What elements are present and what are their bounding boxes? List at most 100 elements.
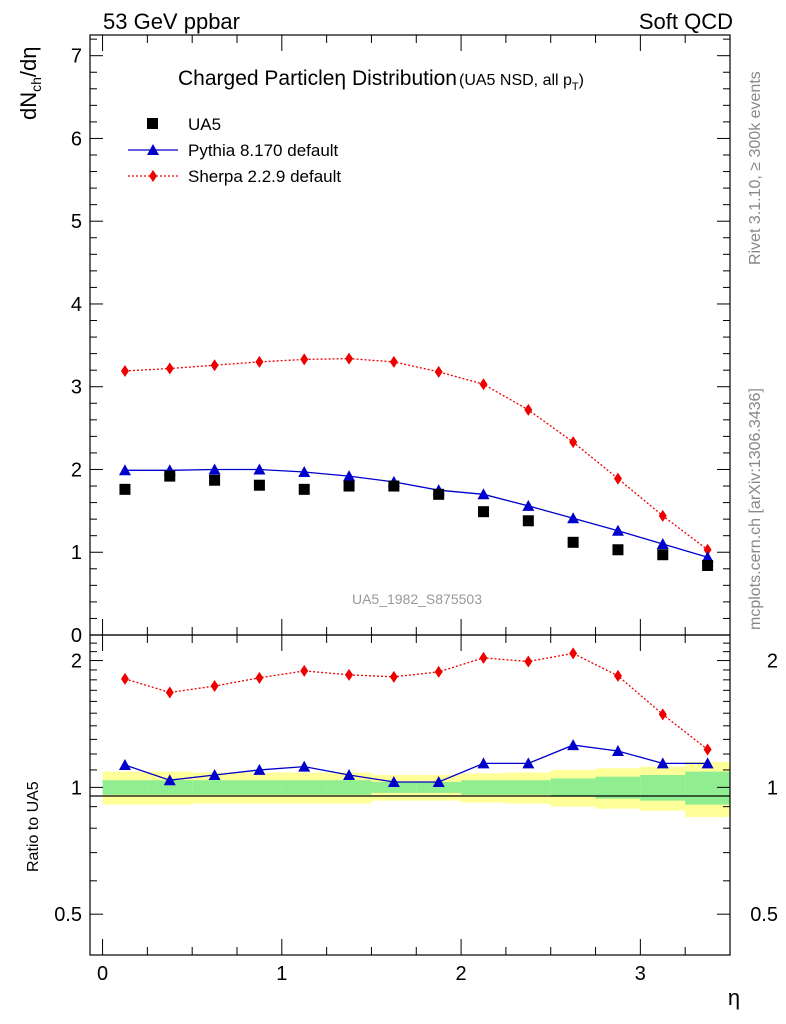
ratio-y-tick-label: 1	[71, 777, 82, 799]
ua5-point	[388, 480, 400, 492]
mcplots-label: mcplots.cern.ch [arXiv:1306.3436]	[747, 388, 764, 630]
title-eta: η	[334, 67, 346, 90]
main-series	[118, 352, 714, 571]
ylabel-sub: ch	[28, 77, 44, 92]
ratio-pythia-point	[701, 757, 714, 769]
ratio-xlabel: η	[728, 985, 740, 1010]
y-tick-label: 2	[71, 459, 82, 481]
sherpa-point	[389, 355, 398, 368]
ua5-point	[522, 515, 534, 527]
ratio-y-tick-label: 2	[71, 651, 82, 673]
ylabel-suffix: /dη	[16, 46, 41, 77]
ratio-band-green	[281, 780, 327, 795]
ratio-y-tick-label: 0.5	[54, 904, 82, 926]
ratio-sherpa-point	[389, 670, 398, 683]
ratio-pythia-point	[656, 757, 669, 769]
ratio-pythia-point	[567, 739, 580, 751]
category-label: Soft QCD	[639, 9, 733, 34]
chart-title: Charged Particleη Distribution (UA5 NSD, …	[178, 67, 584, 93]
pythia-point	[611, 524, 624, 536]
analysis-watermark: UA5_1982_S875503	[352, 591, 482, 607]
legend: UA5 Pythia 8.170 default Sherpa 2.2.9 de…	[128, 115, 341, 186]
ratio-y-tick-label-right: 0.5	[750, 904, 778, 926]
ratio-band-green	[416, 781, 462, 793]
ratio-band-green	[192, 780, 238, 795]
ratio-sherpa-point	[434, 665, 443, 678]
ua5-point	[164, 470, 176, 482]
legend-sherpa-marker	[149, 170, 157, 182]
ratio-pythia-point	[163, 774, 176, 786]
sherpa-point	[255, 355, 264, 368]
sherpa-point	[300, 353, 309, 366]
ua5-point	[209, 474, 221, 486]
ratio-sherpa-point	[120, 672, 129, 685]
y-tick-label: 6	[71, 128, 82, 150]
ua5-point	[119, 483, 131, 495]
ratio-band-green	[505, 780, 551, 795]
pythia-point	[701, 551, 714, 563]
pythia-point	[343, 470, 356, 482]
y-tick-label: 0	[71, 625, 82, 647]
ratio-sherpa-point	[165, 686, 174, 699]
ua5-point	[433, 488, 445, 500]
sherpa-point	[658, 509, 667, 522]
ratio-band-green	[461, 780, 506, 795]
ratio-pythia-line	[124, 744, 708, 783]
x-tick-label: 1	[276, 963, 287, 985]
ratio-band-green	[685, 771, 730, 805]
legend-item-ua5: UA5	[147, 115, 221, 134]
ratio-sherpa-point	[345, 668, 354, 681]
y-tick-label: 1	[71, 542, 82, 564]
pythia-point	[522, 499, 535, 511]
ratio-band-green	[147, 780, 193, 795]
title-rest: Distribution	[346, 67, 457, 90]
process-label: 53 GeV ppbar	[103, 9, 240, 34]
ratio-sherpa-point	[255, 671, 264, 684]
legend-item-sherpa: Sherpa 2.2.9 default	[128, 167, 341, 186]
subtitle-suffix: )	[579, 72, 584, 89]
ratio-sherpa-point	[300, 664, 309, 677]
pythia-point	[118, 464, 131, 476]
ua5-point	[612, 544, 624, 556]
legend-sherpa-label: Sherpa 2.2.9 default	[188, 167, 341, 186]
ratio-pythia-point	[118, 759, 131, 771]
ua5-point	[702, 559, 714, 571]
sherpa-point	[479, 378, 488, 391]
ratio-pythia-point	[343, 768, 356, 780]
sherpa-line	[124, 357, 708, 551]
pythia-point	[477, 488, 490, 500]
ratio-band-green	[237, 780, 282, 795]
ratio-panel: 0.5 0.5 1 1 2 2 0 1 2 3 Ratio to UA5 η	[25, 634, 778, 1010]
ratio-pythia-point	[387, 775, 400, 787]
ratio-pythia-point	[298, 760, 311, 772]
legend-pythia-marker	[147, 144, 159, 155]
ratio-band-green	[102, 780, 148, 795]
legend-ua5-marker	[147, 118, 158, 129]
y-tick-label: 5	[71, 211, 82, 233]
ratio-ylabel: Ratio to UA5	[25, 781, 42, 872]
pythia-line	[124, 468, 708, 558]
ratio-sherpa-line	[124, 652, 708, 751]
ylabel-prefix: dN	[16, 92, 41, 120]
pythia-point	[656, 537, 669, 549]
ratio-pythia-point	[611, 744, 624, 756]
x-tick-label: 2	[456, 963, 467, 985]
pythia-point	[567, 512, 580, 524]
ratio-sherpa-point	[658, 708, 667, 721]
ratio-band-green	[371, 781, 417, 793]
sherpa-point	[210, 359, 219, 372]
sherpa-point	[120, 365, 129, 377]
ratio-pythia-point	[522, 757, 535, 769]
pythia-point	[253, 463, 266, 475]
sherpa-point	[569, 436, 578, 449]
title-main: Charged Particle	[178, 67, 334, 90]
ratio-pythia-point	[208, 768, 221, 780]
ratio-y-tick-label-right: 2	[767, 651, 778, 673]
ratio-frame	[89, 634, 731, 956]
main-ylabel: dNch/dη	[16, 46, 44, 120]
sherpa-point	[165, 362, 174, 375]
ratio-y-tick-label-right: 1	[767, 777, 778, 799]
ua5-point	[343, 480, 355, 492]
x-tick-label: 0	[97, 963, 108, 985]
ratio-band-green	[640, 774, 686, 801]
